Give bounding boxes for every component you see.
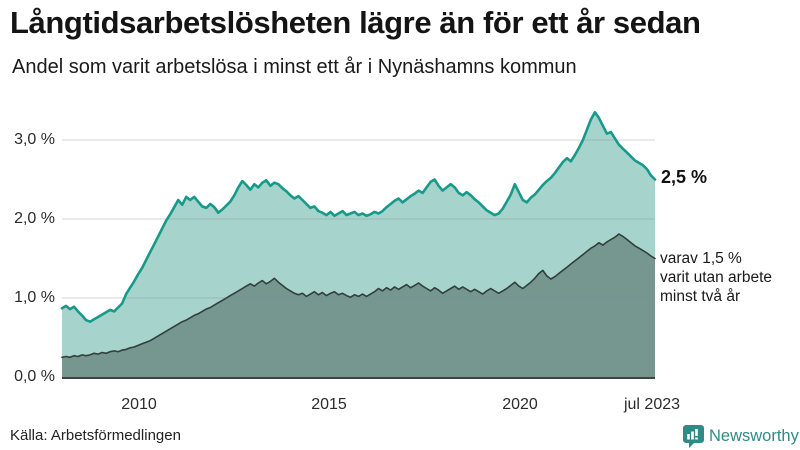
source-attribution: Källa: Arbetsförmedlingen xyxy=(10,427,181,444)
series-end-label-total: 2,5 % xyxy=(661,167,708,187)
series-end-label-subset: varav 1,5 % varit utan arbete minst två … xyxy=(660,249,772,306)
newsworthy-brand-label: Newsworthy xyxy=(709,427,799,445)
series-area-subset xyxy=(62,234,655,377)
y-axis-tick-3: 3,0 % xyxy=(14,131,55,148)
subset-label-line-1: varav 1,5 % xyxy=(660,250,742,267)
series-line-subset xyxy=(61,233,656,359)
newsworthy-logo-icon xyxy=(683,425,704,448)
x-axis-tick-2020: 2020 xyxy=(502,396,538,413)
newsworthy-brand-link[interactable]: Newsworthy xyxy=(683,425,799,448)
page-title: Långtidsarbetslösheten lägre än för ett … xyxy=(10,5,701,40)
y-axis-tick-0: 0,0 % xyxy=(14,368,55,385)
x-axis-tick-2010: 2010 xyxy=(121,396,157,413)
y-axis-tick-1: 1,0 % xyxy=(14,289,55,306)
series-line-total xyxy=(60,111,657,323)
subset-label-line-3: minst två år xyxy=(660,288,741,305)
chart-subtitle: Andel som varit arbetslösa i minst ett å… xyxy=(12,56,577,78)
x-axis-tick-2015: 2015 xyxy=(311,396,347,413)
y-axis-tick-2: 2,0 % xyxy=(14,210,55,227)
subset-label-line-2: varit utan arbete xyxy=(660,269,773,286)
x-axis-tick-jul-2023: jul 2023 xyxy=(623,396,681,413)
